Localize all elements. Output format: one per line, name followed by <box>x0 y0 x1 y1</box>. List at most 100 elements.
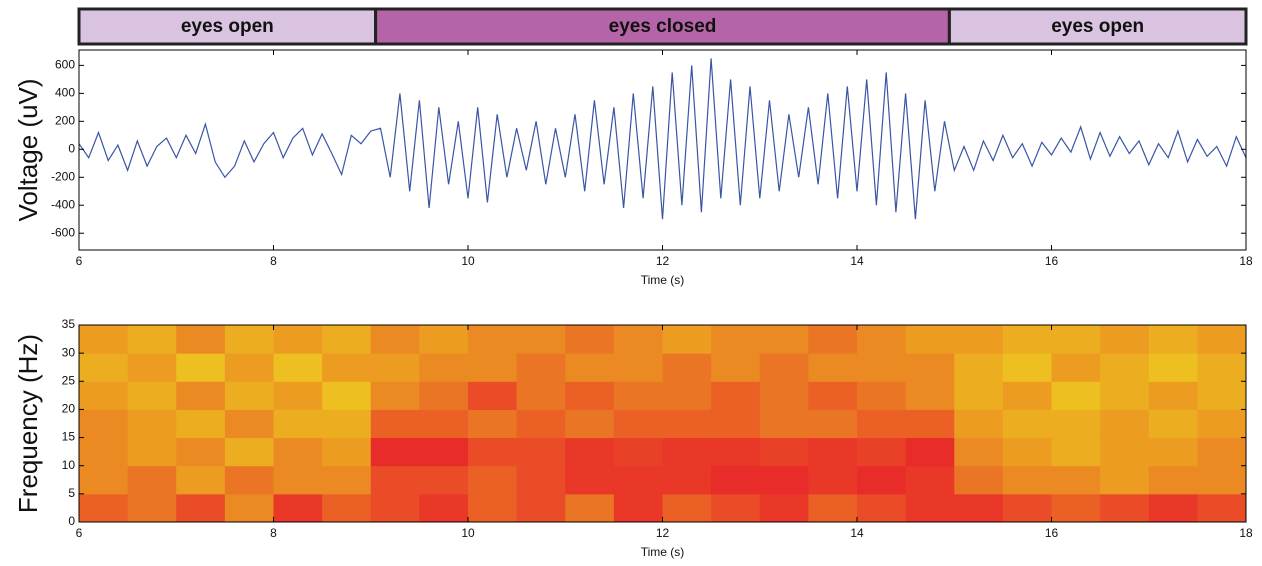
y-axis-label: Voltage (uV) <box>13 78 43 221</box>
spectrogram-cell <box>1100 381 1150 410</box>
spectrogram-cell <box>759 381 809 410</box>
spectrogram-cell <box>322 409 372 439</box>
spectrogram-cell <box>1051 409 1101 439</box>
spectrogram-cell <box>468 409 518 439</box>
spectrogram-cell <box>322 325 372 354</box>
spectrogram-cell <box>176 437 226 467</box>
spectrogram-cell <box>954 465 1004 495</box>
spectrogram-cell <box>1197 409 1246 439</box>
spectrogram-cell <box>905 353 955 382</box>
spectrogram-cell <box>711 465 761 495</box>
spectrogram-cell <box>322 353 372 382</box>
x-tick-label: 14 <box>850 526 864 540</box>
spectrogram-cell <box>759 465 809 495</box>
spectrogram-cell <box>1197 437 1246 467</box>
x-tick-label: 16 <box>1045 254 1059 268</box>
y-tick-label: 600 <box>55 58 75 72</box>
spectrogram-cell <box>468 381 518 410</box>
spectrogram-cell <box>79 409 129 439</box>
spectrogram-cell <box>808 465 858 495</box>
spectrogram-cell <box>516 465 566 495</box>
spectrogram-cell <box>127 325 177 354</box>
spectrogram-cell <box>516 493 566 522</box>
spectrogram-cell <box>224 381 274 410</box>
spectrogram-cell <box>273 409 323 439</box>
spectrogram-cell <box>808 353 858 382</box>
spectrogram-cell <box>322 437 372 467</box>
y-tick-label: -400 <box>51 197 75 211</box>
spectrogram-cell <box>759 325 809 354</box>
spectrogram-cell <box>1002 325 1052 354</box>
spectrogram-cell <box>1197 465 1246 495</box>
spectrogram-cell <box>516 353 566 382</box>
x-tick-label: 6 <box>76 254 83 268</box>
spectrogram-cell <box>127 465 177 495</box>
spectrogram-cell <box>1148 409 1198 439</box>
spectrogram-cell <box>1100 409 1150 439</box>
y-tick-label: -200 <box>51 169 75 183</box>
spectrogram-cell <box>857 381 907 410</box>
spectrogram-cell <box>662 353 712 382</box>
spectrogram-cell <box>857 325 907 354</box>
spectrogram-cell <box>857 493 907 522</box>
spectrogram-cell <box>711 325 761 354</box>
spectrogram-cell <box>176 381 226 410</box>
spectrogram-cell <box>370 437 420 467</box>
spectrogram-cell <box>1148 465 1198 495</box>
spectrogram-cell <box>1002 381 1052 410</box>
plot-area <box>79 58 1246 220</box>
spectrogram-cell <box>808 381 858 410</box>
y-tick-label: 5 <box>68 486 75 500</box>
spectrogram-cell <box>565 353 615 382</box>
spectrogram-cell <box>711 353 761 382</box>
spectrogram-cell <box>127 353 177 382</box>
spectrogram-cell <box>1051 465 1101 495</box>
spectrogram-cell <box>419 437 469 467</box>
spectrogram-cell <box>1100 437 1150 467</box>
spectrogram-cell <box>176 409 226 439</box>
spectrogram-cell <box>954 325 1004 354</box>
x-tick-label: 8 <box>270 526 277 540</box>
x-axis-label: Time (s) <box>641 545 685 559</box>
spectrogram-cell <box>565 437 615 467</box>
spectrogram-cell <box>905 465 955 495</box>
plot-area <box>79 325 1246 522</box>
spectrogram-cell <box>759 437 809 467</box>
spectrogram-cell <box>662 493 712 522</box>
spectrogram-cell <box>759 493 809 522</box>
y-tick-label: 35 <box>62 317 76 331</box>
spectrogram-cell <box>905 325 955 354</box>
spectrogram-cell <box>711 381 761 410</box>
plot-frame <box>78 49 1247 251</box>
spectrogram-cell <box>1051 381 1101 410</box>
spectrogram-cell <box>516 437 566 467</box>
spectrogram-cell <box>857 437 907 467</box>
spectrogram-cell <box>516 325 566 354</box>
spectrogram-cell <box>419 353 469 382</box>
spectrogram-cell <box>273 437 323 467</box>
spectrogram-cell <box>1197 353 1246 382</box>
spectrogram-cell <box>565 325 615 354</box>
spectrogram-cell <box>808 493 858 522</box>
spectrogram-cell <box>905 381 955 410</box>
state-band <box>77 7 378 46</box>
spectrogram-cell <box>370 465 420 495</box>
spectrogram-cell <box>468 437 518 467</box>
spectrogram-cell <box>79 437 129 467</box>
spectrogram-cell <box>468 325 518 354</box>
spectrogram-cell <box>1148 325 1198 354</box>
spectrogram-cell <box>662 437 712 467</box>
y-tick-label: 0 <box>68 141 75 155</box>
spectrogram-cell <box>1197 493 1246 522</box>
x-tick-label: 16 <box>1045 526 1059 540</box>
spectrogram-cell <box>1002 437 1052 467</box>
spectrogram-cell <box>711 437 761 467</box>
spectrogram-cell <box>1100 493 1150 522</box>
spectrogram-cell <box>905 493 955 522</box>
x-tick-label: 18 <box>1239 254 1253 268</box>
y-tick-label: 400 <box>55 86 75 100</box>
spectrogram-cell <box>176 325 226 354</box>
spectrogram-cell <box>1002 353 1052 382</box>
spectrogram-cell <box>370 325 420 354</box>
